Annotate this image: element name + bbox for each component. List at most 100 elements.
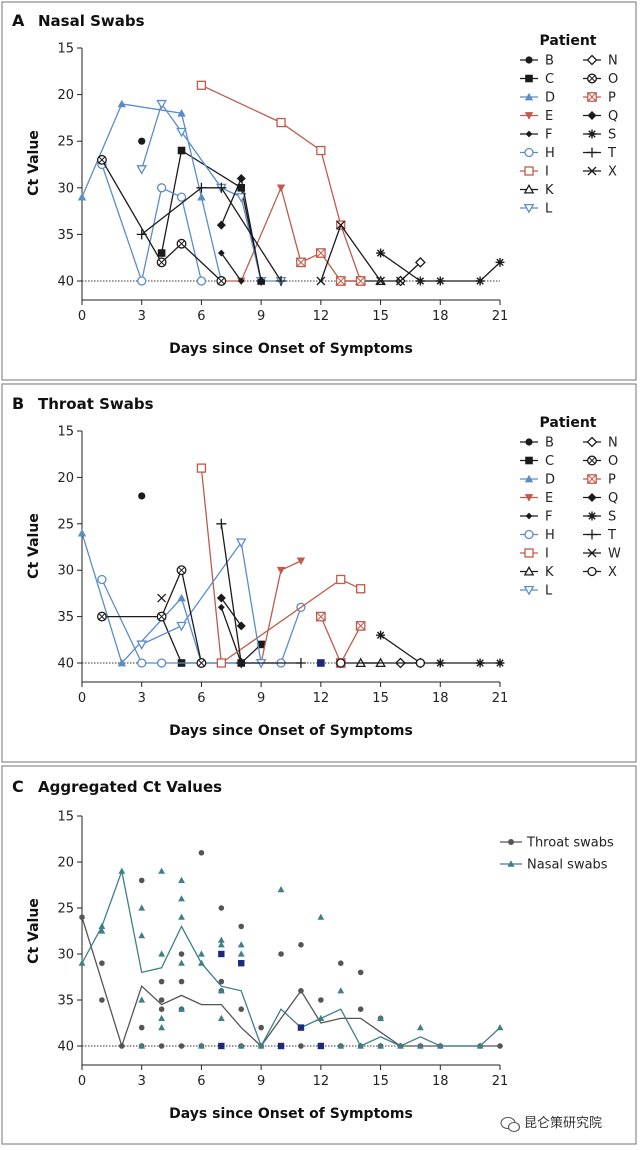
panel-c-letter: C [12,777,24,796]
panel-c-series-throat-swabs-point [79,914,85,920]
panel-a-series-h [97,159,207,286]
panel-a-series-s-point [475,276,485,286]
panel-a-series-b [138,137,146,145]
panel-a-legend-label: D [545,91,555,106]
panel-b-series-i-point [356,584,366,594]
panel-b-legend-item-w: W [583,547,621,562]
panel-a-series-d-point [77,192,87,201]
panel-a-series-o-point [96,154,107,165]
panel-c-series-nasal-swabs-point [138,904,146,911]
panel-c-series-throat-swabs-point [158,1006,165,1012]
panel-b-series-h-point [137,658,147,668]
panel-c-series-nasal-swabs-point [98,927,106,934]
panel-b-legend-label: T [607,528,616,543]
panel-c-series-throat-swabs-point [357,969,364,976]
panel-a-series-o [96,154,227,286]
panel-c-series-highlight-point [317,1042,325,1050]
panel-c-series-highlight-point [218,950,225,958]
panel-c: C Aggregated Ct Values Ct Value Days sin… [1,765,637,1145]
panel-c-series-nasal-swabs-point [496,1024,504,1031]
panel-a-legend-label: S [608,128,616,143]
panel-a-series-d [77,99,226,285]
panel-a-series-x-point [376,276,386,286]
panel-a-series-d-point [117,99,127,108]
panel-a-series-c-point [177,146,186,155]
panel-a-series-s-point [376,248,386,258]
panel-b-y-tick-label: 40 [57,657,74,672]
panel-c-series-throat-swabs-point [178,951,185,957]
panel-b-series-o-point [176,565,187,576]
panel-b-series-highlight-point [317,659,325,667]
panel-b-x-tick-label: 18 [432,691,449,706]
panel-b-series-q-line [220,597,242,627]
panel-a-series-n-point [414,256,426,268]
panel-c-series-throat-swabs-point [298,942,304,948]
panel-c-x-axis-title: Days since Onset of Symptoms [169,1106,413,1122]
panel-b-legend-marker [587,474,597,484]
panel-b-legend-label: P [608,473,616,488]
panel-b-legend-item-i: I [520,547,549,562]
panel-a-x-axis-title: Days since Onset of Symptoms [169,341,413,357]
panel-a-legend-item-f: F [520,128,552,143]
panel-c-y-tick-label: 20 [57,856,74,871]
panel-b-series-w [157,593,167,603]
panel-c-legend-item-nasal-swabs: Nasal swabs [500,858,608,873]
panel-b-legend-label: W [608,547,621,562]
panel-b-x-tick-label: 0 [78,691,86,706]
panel-a-series-h-point [137,276,147,286]
panel-a-series-i-point [276,117,286,128]
panel-a-legend-label: F [545,128,552,143]
panel-b-series-i-point [216,658,226,668]
panel-a-y-tick-label: 20 [57,88,74,103]
panel-c-x-tick-label: 0 [78,1074,86,1089]
panel-c-series-nasal-swabs-point [317,913,325,920]
panel-b-x-tick-label: 3 [138,691,146,706]
panel-c-series-throat-swabs-point [158,1043,165,1049]
panel-a-legend-marker [587,111,597,120]
panel-a-series-p [296,248,366,286]
panel-c-x-tick-label: 12 [313,1074,330,1089]
panel-a-legend-item-x: X [583,165,617,180]
panel-c-series-nasal-swabs-point [357,1042,365,1049]
panel-c-series-throat-swabs-point [218,905,225,911]
panel-c-axes: 15 20 25 30 35 40 0 3 6 9 12 15 18 21 [57,810,508,1090]
panel-a-legend-item-k: K [520,183,554,198]
panel-b-legend-marker [587,455,597,466]
panel-a-letter: A [12,11,25,30]
panel-c-series-nasal-swabs-point [337,987,345,994]
panel-b-series-o-point [156,611,167,622]
panel-a-series [77,80,505,287]
panel-c-series-nasal-swabs-point [237,950,245,957]
panel-b-legend-marker [587,511,597,521]
panel-a-series-b-point [138,137,146,145]
panel-a-title: Nasal Swabs [38,12,145,30]
panel-c-series-throat-swabs-point [497,1043,503,1049]
panel-a-legend-marker [587,166,597,176]
panel-a-legend-marker [525,130,533,138]
panel-a-legend-item-s: S [583,128,616,143]
panel-b-legend-item-p: P [583,473,616,488]
panel-b-legend-item-o: O [583,454,618,469]
panel-c-series-nasal-swabs-point [138,1042,146,1049]
panel-b-legend-item-n: N [583,436,618,451]
panel-b-legend-label: S [608,510,616,525]
panel-c-series-nasal-swabs-point [198,1042,205,1049]
panel-c-series-nasal-swabs-point [178,1005,185,1012]
panel-b-series-b [138,492,146,500]
panel-a-series-o-point [216,276,227,286]
panel-a-series-t-point [276,276,287,286]
panel-b-series-t-point [236,658,247,668]
panel-c-x-tick-label: 6 [197,1074,205,1089]
panel-a-series-f-point [237,277,245,285]
panel-c-series-throat-swabs-point [298,1043,304,1049]
panel-b-legend-marker [587,548,597,558]
panel-c-series-highlight-point [277,1042,285,1050]
panel-b-legend-marker [525,512,533,520]
panel-c-series-throat-swabs-point [158,997,165,1003]
panel-b-legend-label: I [545,547,549,562]
panel-c-series-throat-swabs-point [99,997,105,1003]
panel-a-series-s-point [415,276,425,286]
panel-a-legend-marker [523,203,535,214]
panel-b-series-i-point [196,463,207,473]
panel-b-legend-label: D [545,473,555,488]
